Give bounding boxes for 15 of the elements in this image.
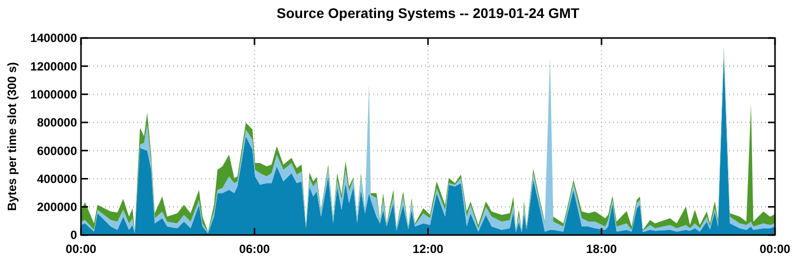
chart-title: Source Operating Systems -- 2019-01-24 GMT <box>276 5 580 21</box>
y-tick-label: 1400000 <box>30 31 78 46</box>
y-tick-label: 800000 <box>36 116 78 130</box>
y-axis-title: Bytes per time slot (300 s) <box>5 62 19 211</box>
y-tick-label: 1200000 <box>30 59 78 74</box>
x-tick-label: 00:00 <box>66 242 97 256</box>
x-tick-label: 06:00 <box>239 242 270 256</box>
y-tick-label: 0 <box>70 228 78 242</box>
y-tick-label: 600000 <box>36 144 78 158</box>
y-tick-label: 400000 <box>36 172 78 186</box>
y-tick-label: 200000 <box>36 200 78 214</box>
x-tick-label: 18:00 <box>586 242 618 256</box>
x-tick-label: 12:00 <box>412 242 444 256</box>
y-tick-label: 1000000 <box>30 87 78 102</box>
x-tick-label: 00:00 <box>760 242 791 256</box>
